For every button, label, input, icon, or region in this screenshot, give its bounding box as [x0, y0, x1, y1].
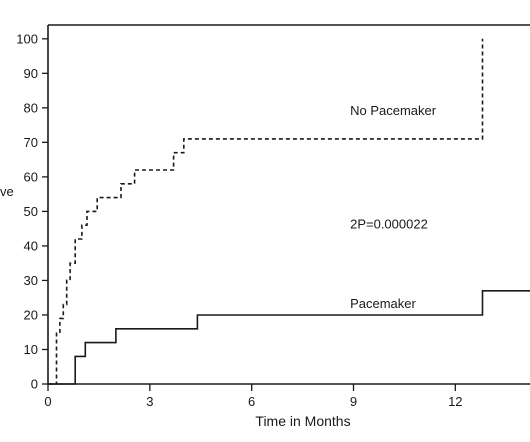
x-tick-label: 3 [146, 394, 153, 409]
plot-frame [47, 24, 530, 385]
y-tick-label: 30 [24, 273, 38, 288]
chart-annotation: 2P=0.000022 [350, 217, 428, 232]
series-line-no-pacemaker [48, 38, 484, 385]
y-tick-label: 20 [24, 307, 38, 322]
series-line-pacemaker [48, 290, 530, 385]
y-tick-label: 60 [24, 169, 38, 184]
y-axis: 0 10 20 30 40 50 60 70 80 90 100 [16, 31, 48, 392]
y-tick-label: 70 [24, 135, 38, 150]
annotations: No Pacemaker 2P=0.000022 Pacemaker [350, 103, 437, 311]
x-tick-label: 9 [350, 394, 357, 409]
series-group [48, 38, 530, 385]
y-axis-label: ve [0, 184, 14, 199]
x-tick-label: 6 [248, 394, 255, 409]
x-tick-label: 0 [44, 394, 51, 409]
y-tick-label: 40 [24, 238, 38, 253]
y-tick-label: 90 [24, 66, 38, 81]
y-tick-label: 50 [24, 204, 38, 219]
x-axis-label: Time in Months [255, 413, 350, 429]
chart-annotation: Pacemaker [350, 296, 416, 311]
y-tick-label: 100 [16, 31, 38, 46]
y-tick-label: 0 [31, 377, 38, 392]
y-tick-label: 10 [24, 342, 38, 357]
x-axis: 0 3 6 9 12 [44, 384, 463, 409]
x-tick-label: 12 [448, 394, 462, 409]
chart-annotation: No Pacemaker [350, 103, 437, 118]
y-tick-label: 80 [24, 100, 38, 115]
